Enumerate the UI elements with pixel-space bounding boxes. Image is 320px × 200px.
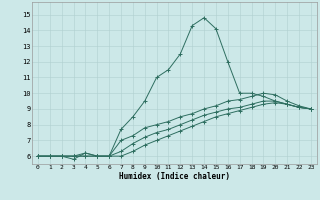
X-axis label: Humidex (Indice chaleur): Humidex (Indice chaleur) xyxy=(119,172,230,181)
